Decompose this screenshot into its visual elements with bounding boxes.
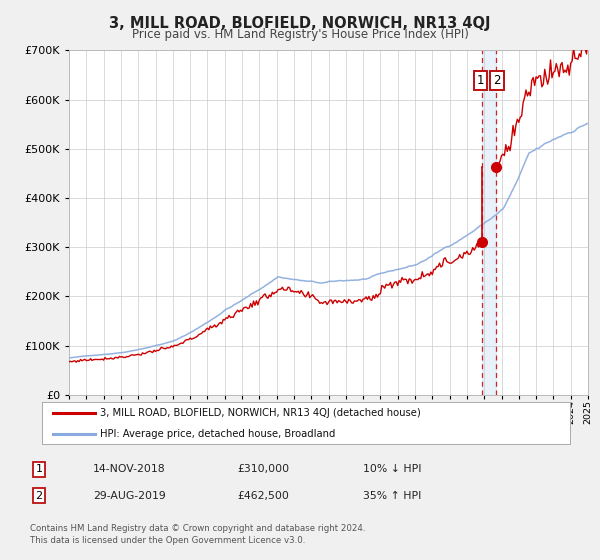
Text: 29-AUG-2019: 29-AUG-2019 bbox=[93, 491, 166, 501]
Text: £462,500: £462,500 bbox=[237, 491, 289, 501]
Text: 1: 1 bbox=[35, 464, 43, 474]
Text: 14-NOV-2018: 14-NOV-2018 bbox=[93, 464, 166, 474]
Text: £310,000: £310,000 bbox=[237, 464, 289, 474]
Text: 2: 2 bbox=[493, 74, 501, 87]
Text: HPI: Average price, detached house, Broadland: HPI: Average price, detached house, Broa… bbox=[100, 429, 335, 439]
Text: 3, MILL ROAD, BLOFIELD, NORWICH, NR13 4QJ (detached house): 3, MILL ROAD, BLOFIELD, NORWICH, NR13 4Q… bbox=[100, 408, 421, 418]
Text: 10% ↓ HPI: 10% ↓ HPI bbox=[363, 464, 421, 474]
Text: Price paid vs. HM Land Registry's House Price Index (HPI): Price paid vs. HM Land Registry's House … bbox=[131, 28, 469, 41]
Text: 35% ↑ HPI: 35% ↑ HPI bbox=[363, 491, 421, 501]
Text: Contains HM Land Registry data © Crown copyright and database right 2024.
This d: Contains HM Land Registry data © Crown c… bbox=[30, 524, 365, 545]
Text: 3, MILL ROAD, BLOFIELD, NORWICH, NR13 4QJ: 3, MILL ROAD, BLOFIELD, NORWICH, NR13 4Q… bbox=[109, 16, 491, 31]
Text: 2: 2 bbox=[35, 491, 43, 501]
Text: 1: 1 bbox=[477, 74, 484, 87]
Bar bbox=[482, 50, 496, 395]
